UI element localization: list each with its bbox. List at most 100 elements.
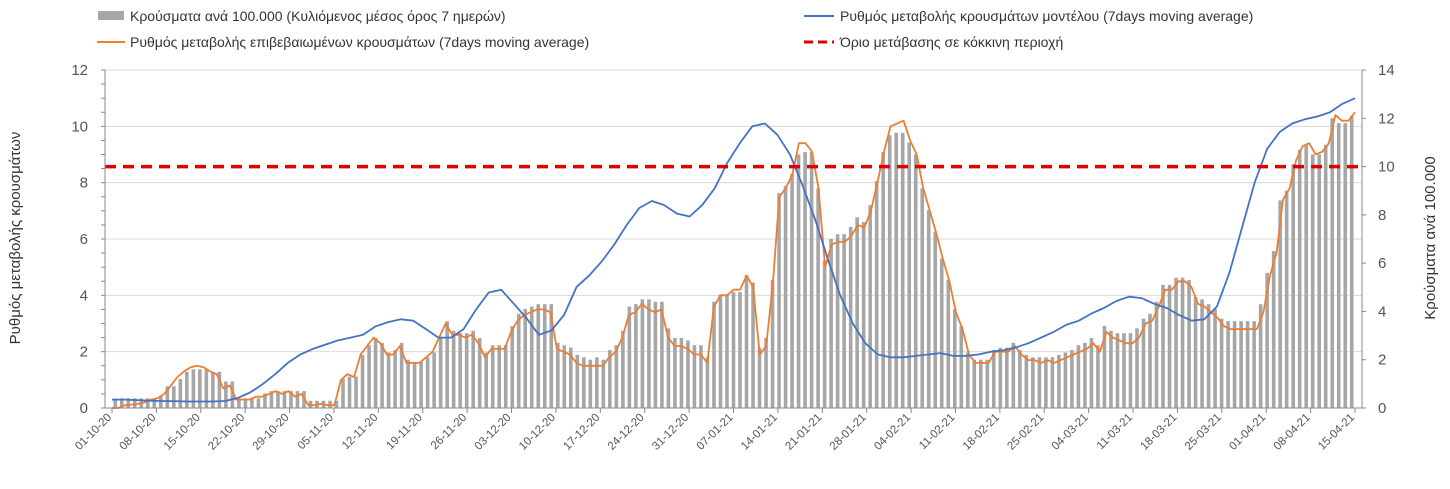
y-tick-label-left: 6 (80, 231, 88, 248)
y-tick-label-left: 0 (80, 400, 88, 417)
bar (757, 347, 762, 408)
bar (621, 330, 625, 408)
bar (419, 362, 423, 408)
bar (217, 371, 222, 408)
bar (562, 345, 567, 408)
bar (256, 398, 261, 408)
bar (230, 381, 235, 408)
bar (868, 205, 872, 408)
bar (686, 340, 690, 408)
bar (939, 258, 944, 408)
bar (1109, 330, 1113, 408)
bar (412, 362, 417, 408)
bar (1044, 357, 1048, 408)
bar (900, 132, 905, 408)
bar (1239, 321, 1243, 408)
bar (783, 185, 788, 408)
bar (842, 234, 846, 408)
bar (1154, 301, 1159, 408)
bar (692, 345, 697, 408)
y-tick-label-left: 8 (80, 175, 88, 192)
model-rate-line (112, 97, 1356, 403)
bar (861, 222, 866, 408)
bar (979, 359, 983, 408)
bar (1336, 123, 1341, 408)
bar (1187, 280, 1191, 408)
bar (1219, 318, 1224, 408)
bar (1206, 304, 1211, 408)
y-tick-label-right: 4 (1378, 303, 1386, 320)
bar (295, 391, 300, 408)
bar (569, 347, 573, 408)
bar (334, 400, 339, 408)
bar (1167, 284, 1172, 408)
bar (816, 188, 820, 408)
bar (1135, 328, 1139, 408)
bar (751, 282, 755, 408)
bar (660, 301, 664, 408)
bar (152, 398, 157, 408)
bar (1128, 333, 1133, 408)
bar (458, 333, 462, 408)
bar (146, 398, 150, 408)
bar (536, 304, 541, 408)
bar (1245, 321, 1250, 408)
bar (1226, 321, 1230, 408)
y-tick-label-right: 6 (1378, 255, 1386, 272)
bar (926, 210, 931, 408)
bar (959, 325, 964, 408)
legend-bars-label: Κρούσματα ανά 100.000 (Κυλιόμενος μέσος … (130, 8, 506, 24)
bar (126, 398, 131, 408)
bar (666, 328, 671, 408)
bar (1102, 325, 1107, 408)
bar (992, 350, 996, 408)
bar (1011, 342, 1016, 408)
legend-confirmed-label: Ρυθμός μεταβολής επιβεβαιωμένων κρουσμάτ… (130, 34, 589, 50)
bar (373, 337, 378, 408)
bar (822, 260, 827, 408)
bar (1193, 296, 1198, 408)
bar (516, 313, 521, 408)
bar (451, 330, 456, 408)
bar (523, 309, 528, 408)
bar (1232, 321, 1237, 408)
bar (770, 280, 775, 408)
bar (119, 398, 124, 408)
bar (1115, 333, 1120, 408)
bar (907, 142, 912, 408)
y-axis-right-title: Κρούσματα ανά 100.000 (1422, 156, 1439, 319)
bar (165, 386, 170, 408)
bar (835, 234, 840, 408)
bar (712, 301, 716, 408)
bar (263, 393, 267, 408)
bar (1317, 154, 1321, 408)
bar (1323, 144, 1328, 409)
bar (1271, 251, 1276, 408)
bar (803, 152, 807, 408)
bar (952, 309, 957, 408)
bar (269, 391, 274, 408)
bar (380, 342, 384, 408)
bar (1096, 345, 1100, 408)
bar (1297, 149, 1302, 408)
bar (777, 193, 781, 408)
y-tick-label-right: 14 (1378, 62, 1395, 79)
bar (198, 369, 202, 408)
bar (549, 304, 554, 408)
bar (185, 371, 189, 408)
bar (360, 354, 365, 408)
y-tick-label-left: 10 (71, 118, 88, 135)
bar (1037, 357, 1042, 408)
legend-model-label: Ρυθμός μεταβολής κρουσμάτων μοντέλου (7d… (840, 8, 1253, 24)
bar (399, 342, 404, 408)
bar (790, 173, 794, 408)
bar (1278, 200, 1282, 408)
bar (582, 357, 586, 408)
bar (679, 337, 684, 408)
bar (653, 301, 658, 408)
bar (881, 152, 885, 408)
bar (673, 337, 677, 408)
bar (542, 304, 547, 408)
bar (438, 337, 443, 408)
y-tick-label-left: 12 (71, 62, 88, 79)
